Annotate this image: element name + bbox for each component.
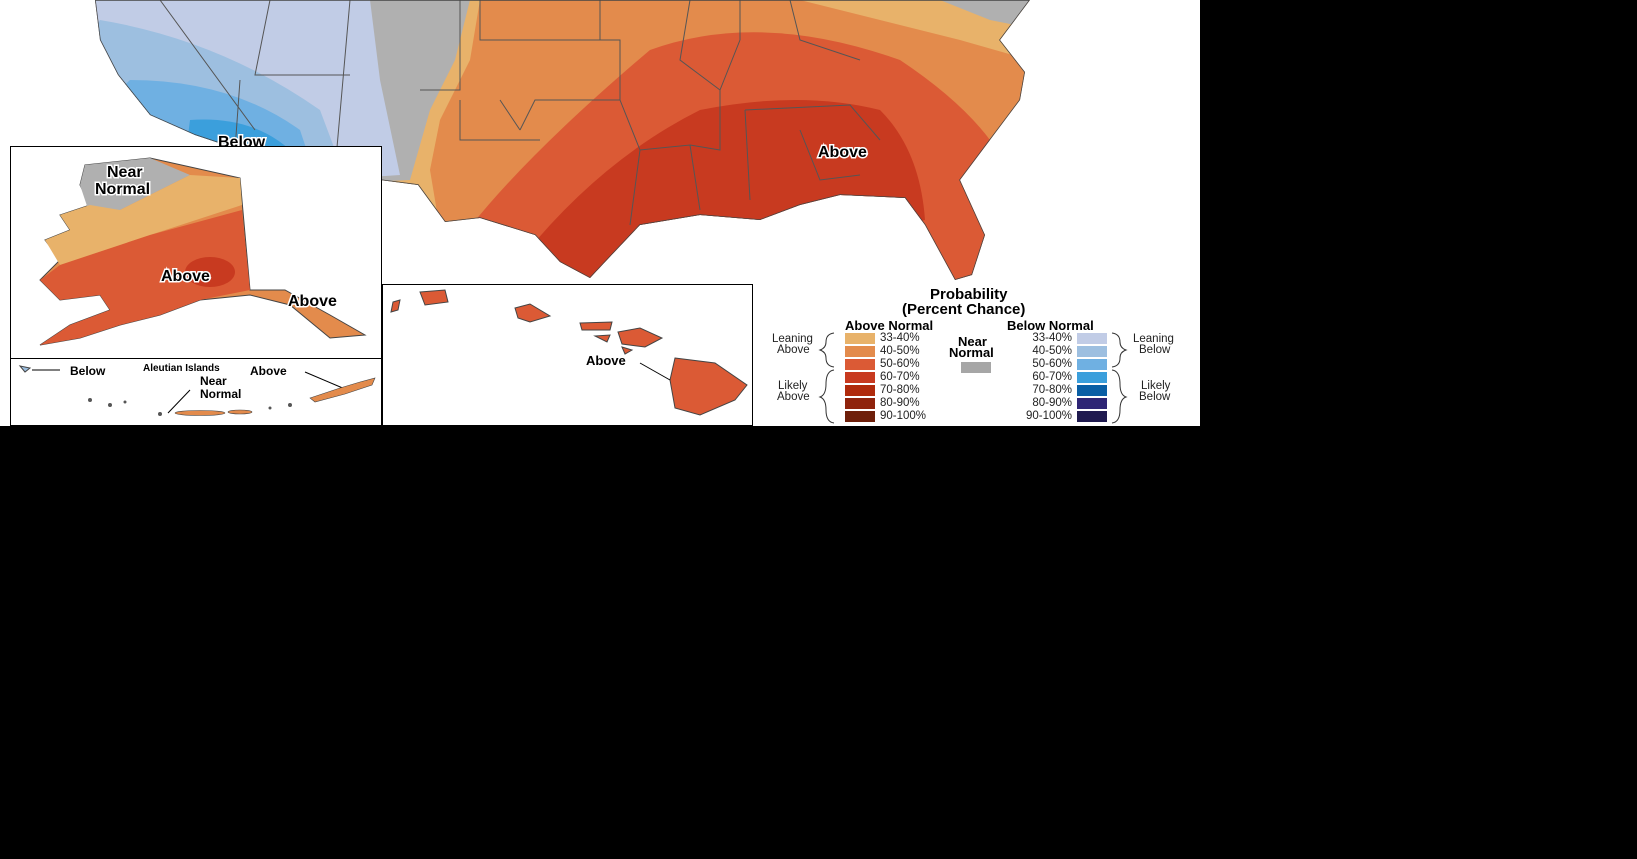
- hawaii-above-label: Above: [586, 353, 626, 368]
- above-swatch: [845, 385, 875, 396]
- aleutian-title: Aleutian Islands: [143, 363, 220, 374]
- below-range-label: 80-90%: [1032, 397, 1072, 409]
- legend-title-2: (Percent Chance): [902, 301, 1026, 318]
- below-swatch: [1077, 359, 1107, 370]
- leaning-above-1: Leaning: [772, 333, 813, 345]
- likely-below-2: Below: [1139, 391, 1171, 403]
- leaning-below-2: Below: [1139, 344, 1171, 356]
- alaska-near-label-1: Near: [107, 164, 143, 181]
- alaska-near-label-2: Normal: [95, 181, 150, 198]
- near-normal-label-1: Near: [958, 334, 987, 349]
- below-range-label: 70-80%: [1032, 384, 1072, 396]
- map-svg: Below Above Near Normal Above Above Aleu…: [10, 0, 1030, 426]
- above-normal-header: Above Normal: [845, 318, 934, 333]
- leaning-above-2: Above: [777, 344, 810, 356]
- likely-above-1: Likely: [778, 380, 808, 392]
- above-range-label: 90-100%: [880, 410, 927, 422]
- above-swatch: [845, 359, 875, 370]
- leaning-below-1: Leaning: [1133, 333, 1174, 345]
- below-range-label: 90-100%: [1025, 410, 1072, 422]
- near-normal-label-2: Normal: [949, 345, 994, 360]
- below-swatch: [1077, 346, 1107, 357]
- conus-above-label: Above: [818, 144, 867, 161]
- legend-title-1: Probability: [930, 286, 1008, 303]
- alaska-above-label: Above: [161, 268, 210, 285]
- above-range-label: 50-60%: [880, 358, 920, 370]
- above-range-label: 70-80%: [880, 384, 920, 396]
- temperature-outlook-map: Below Above Near Normal Above Above Aleu…: [0, 0, 1200, 426]
- above-swatch: [845, 398, 875, 409]
- below-range-label: 60-70%: [1032, 371, 1072, 383]
- near-normal-swatch: [961, 362, 991, 373]
- below-normal-header: Below Normal: [1007, 318, 1094, 333]
- panhandle-above-label: Above: [288, 293, 337, 310]
- below-swatch: [1077, 411, 1107, 422]
- above-swatch: [845, 372, 875, 383]
- below-range-label: 50-60%: [1032, 358, 1072, 370]
- aleutian-above-label: Above: [250, 364, 287, 378]
- above-range-label: 80-90%: [880, 397, 920, 409]
- above-range-label: 33-40%: [880, 332, 920, 344]
- likely-below-1: Likely: [1141, 380, 1171, 392]
- alaska-region: [39, 157, 367, 346]
- aleutian-near-label-1: Near: [200, 374, 227, 388]
- above-swatch: [845, 333, 875, 344]
- above-range-label: 60-70%: [880, 371, 920, 383]
- below-swatch: [1077, 398, 1107, 409]
- below-swatch: [1077, 372, 1107, 383]
- above-range-label: 40-50%: [880, 345, 920, 357]
- aleutian-below-label: Below: [70, 364, 106, 378]
- above-swatch: [845, 411, 875, 422]
- aleutian-near-label-2: Normal: [200, 387, 241, 401]
- above-swatch: [845, 346, 875, 357]
- below-swatch: [1077, 385, 1107, 396]
- below-range-label: 40-50%: [1032, 345, 1072, 357]
- below-range-label: 33-40%: [1032, 332, 1072, 344]
- likely-above-2: Above: [777, 391, 810, 403]
- hawaii-islands: [390, 289, 748, 416]
- below-swatch: [1077, 333, 1107, 344]
